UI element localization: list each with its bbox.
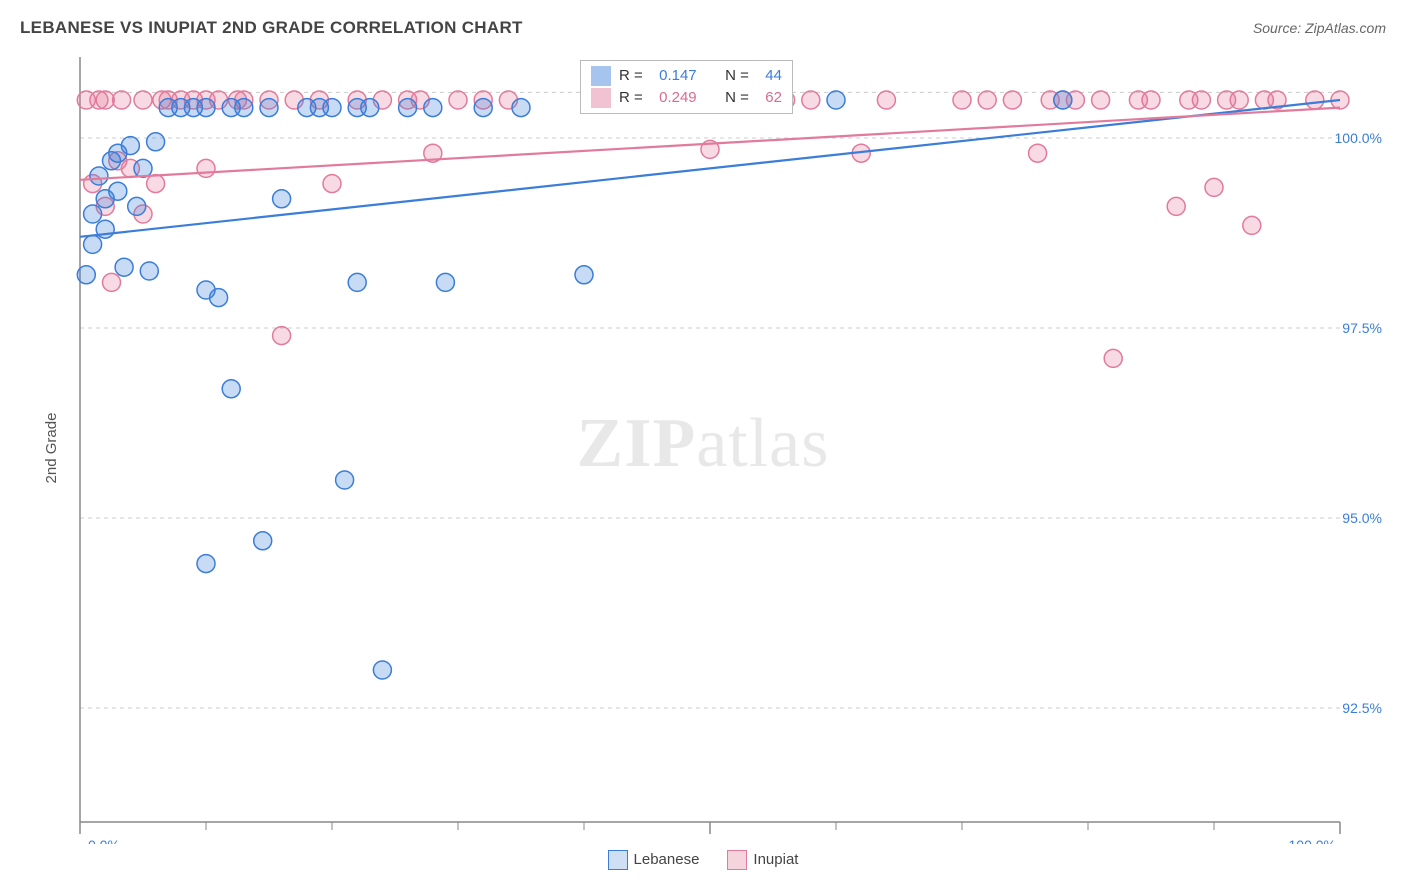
legend-label: Lebanese — [634, 851, 700, 868]
correlation-stats-box: R = 0.147 N = 44R = 0.249 N = 62 — [580, 60, 793, 114]
legend-swatch — [608, 850, 628, 870]
series-swatch — [591, 88, 611, 108]
y-axis-label: 2nd Grade — [43, 413, 60, 484]
svg-text:97.5%: 97.5% — [1342, 320, 1382, 336]
stats-row: R = 0.147 N = 44 — [591, 65, 782, 87]
svg-text:100.0%: 100.0% — [1289, 837, 1336, 844]
legend-label: Inupiat — [753, 851, 798, 868]
header: LEBANESE VS INUPIAT 2ND GRADE CORRELATIO… — [0, 0, 1406, 52]
series-swatch — [591, 66, 611, 86]
legend: Lebanese Inupiat — [0, 850, 1406, 870]
svg-text:92.5%: 92.5% — [1342, 700, 1382, 716]
watermark: ZIPatlas — [577, 404, 830, 484]
source-label: Source: ZipAtlas.com — [1253, 20, 1386, 36]
svg-text:95.0%: 95.0% — [1342, 510, 1382, 526]
chart-area: 2nd Grade 92.5% 95.0% 97.5% 100.0% 0.0% 100.0… — [20, 52, 1386, 844]
svg-text:100.0%: 100.0% — [1335, 130, 1382, 146]
svg-text:0.0%: 0.0% — [88, 837, 120, 844]
stats-row: R = 0.249 N = 62 — [591, 87, 782, 109]
legend-item: Inupiat — [727, 850, 798, 870]
legend-item: Lebanese — [608, 850, 700, 870]
legend-swatch — [727, 850, 747, 870]
chart-title: LEBANESE VS INUPIAT 2ND GRADE CORRELATIO… — [20, 18, 523, 38]
